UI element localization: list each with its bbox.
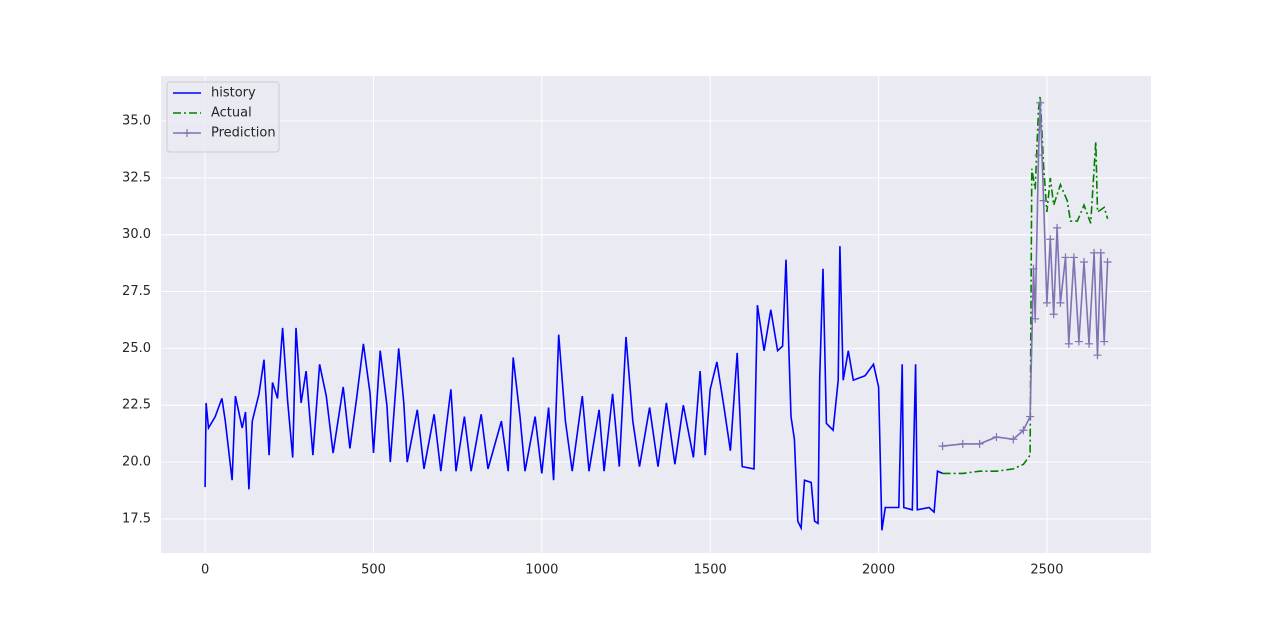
x-tick-label: 2500: [1030, 563, 1063, 578]
y-tick-label: 30.0: [122, 227, 151, 242]
point-marker: [1036, 98, 1045, 107]
point-marker: [1046, 235, 1055, 244]
point-marker: [1009, 435, 1018, 444]
plot-area: [161, 76, 1151, 553]
point-marker: [975, 439, 984, 448]
x-tick-label: 1500: [694, 563, 727, 578]
point-marker: [1029, 264, 1038, 273]
series-line: [942, 95, 1109, 475]
legend-marker: [183, 129, 191, 137]
y-tick-label: 22.5: [122, 398, 151, 413]
point-marker: [1031, 314, 1040, 323]
point-marker: [992, 433, 1001, 442]
point-marker: [1090, 248, 1099, 257]
point-marker: [1042, 298, 1051, 307]
legend: history Actual Prediction: [166, 81, 280, 153]
x-tick-label: 0: [201, 563, 209, 578]
legend-label: history: [211, 86, 256, 101]
legend-label: Actual: [211, 106, 252, 121]
y-tick-label: 27.5: [122, 284, 151, 299]
y-tick-label: 35.0: [122, 114, 151, 129]
y-tick-label: 20.0: [122, 455, 151, 470]
x-tick-label: 500: [361, 563, 386, 578]
point-marker: [1096, 248, 1105, 257]
series-line: [204, 246, 943, 532]
point-marker: [1100, 337, 1109, 346]
point-marker: [1019, 426, 1028, 435]
point-marker: [1085, 339, 1094, 348]
point-marker: [1103, 257, 1112, 266]
point-marker: [1093, 351, 1102, 360]
series-line: [942, 102, 1109, 447]
point-marker: [1026, 412, 1035, 421]
y-tick-label: 32.5: [122, 170, 151, 185]
x-tick-label: 1000: [525, 563, 558, 578]
y-tick-label: 17.5: [122, 511, 151, 526]
point-marker: [1049, 310, 1058, 319]
point-marker: [958, 439, 967, 448]
x-tick-label: 2000: [862, 563, 895, 578]
point-marker: [1056, 298, 1065, 307]
point-marker: [1034, 151, 1043, 160]
legend-box: [166, 81, 280, 153]
point-marker: [1074, 337, 1083, 346]
point-marker: [1039, 196, 1048, 205]
y-tick-label: 25.0: [122, 341, 151, 356]
point-marker: [1061, 253, 1070, 262]
point-marker: [1064, 339, 1073, 348]
point-marker: [1079, 257, 1088, 266]
legend-label: Prediction: [211, 126, 276, 141]
point-marker: [938, 442, 947, 451]
point-marker: [1053, 223, 1062, 232]
point-marker: [1069, 253, 1078, 262]
